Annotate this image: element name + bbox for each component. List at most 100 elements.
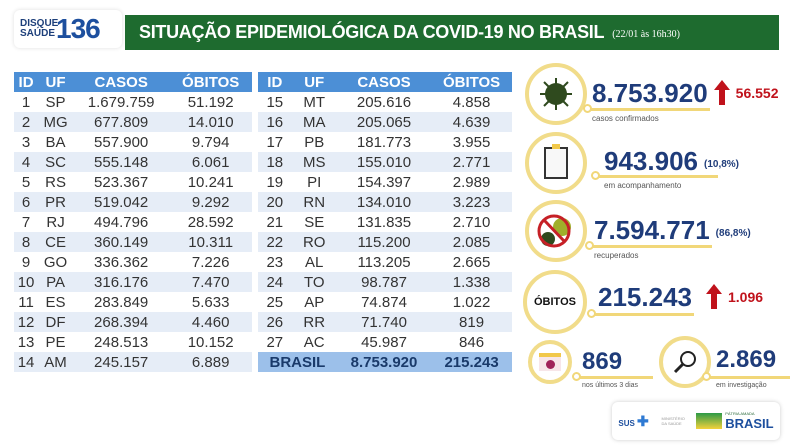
investigation-label: em investigação — [716, 382, 767, 389]
table-cell: RR — [291, 312, 337, 332]
table-cell: 268.394 — [72, 312, 170, 332]
table-cell: 25 — [266, 293, 284, 311]
table-cell: 9.794 — [191, 133, 230, 151]
table-cell: SC — [38, 152, 73, 172]
table-cell: 6.061 — [169, 152, 252, 172]
table-cell: 14.010 — [169, 112, 252, 132]
table-cell: CE — [38, 232, 73, 252]
table-row: 1 SP 1.679.759 51.192 — [14, 92, 252, 112]
table-cell: 336.362 — [94, 253, 149, 271]
table-cell: 16 — [258, 112, 292, 132]
table-row: 15 MT 205.616 4.858 — [258, 92, 512, 112]
table-cell: 20 — [258, 192, 292, 212]
table-cell: 4.460 — [169, 312, 252, 332]
investigation-value: 2.869 — [716, 346, 777, 373]
table-cell: MS — [291, 152, 337, 172]
table-cell: AL — [305, 253, 324, 271]
table-cell: 15 — [266, 93, 284, 111]
up-arrow-icon — [713, 80, 730, 106]
table-cell: 557.900 — [94, 133, 149, 151]
table-cell: 2 — [14, 112, 39, 132]
table-cell: GO — [43, 253, 68, 271]
table-cell: 5.633 — [191, 293, 230, 311]
column-header: UF — [38, 72, 73, 92]
deaths-row: 215.243 1.096 — [598, 284, 763, 310]
monitoring-row: 943.906 (10,8%) — [604, 148, 739, 174]
table-row: 24 TO 98.787 1.338 — [258, 272, 512, 292]
table-cell: 19 — [266, 173, 284, 191]
monitoring-pct: (10,8%) — [703, 158, 739, 170]
table-cell: 7.470 — [169, 272, 252, 292]
table-cell: PR — [38, 192, 73, 212]
table-cell: 2.710 — [452, 213, 491, 231]
table-cell: 17 — [266, 133, 284, 151]
up-arrow-icon — [705, 284, 722, 310]
column-header: ID — [258, 72, 292, 92]
table-row: 11 ES 283.849 5.633 — [14, 292, 252, 312]
column-header: CASOS — [72, 72, 170, 92]
table-cell: 9 — [21, 253, 31, 271]
table-cell: 181.773 — [356, 133, 412, 151]
table-cell: 22 — [258, 232, 292, 252]
table-row: 16 MA 205.065 4.639 — [258, 112, 512, 132]
table-cell: 1.679.759 — [87, 93, 155, 111]
table-cell: 131.835 — [356, 213, 412, 231]
table-cell: 9.292 — [169, 192, 252, 212]
table-row: 12 DF 268.394 4.460 — [14, 312, 252, 332]
table-cell: 205.065 — [336, 112, 432, 132]
table-cell: 3.955 — [452, 133, 491, 151]
table-row: 10 PA 316.176 7.470 — [14, 272, 252, 292]
column-header: CASOS — [336, 72, 432, 92]
table-cell: 1.338 — [431, 272, 512, 292]
table-cell: 819 — [431, 312, 512, 332]
table-cell: 6 — [14, 192, 39, 212]
last3-row: 869 — [582, 350, 622, 374]
table-cell: AP — [304, 293, 325, 311]
table-cell: 7.226 — [191, 253, 230, 271]
table-cell: 27 — [266, 333, 284, 351]
recovered-pct: (86,8%) — [715, 227, 751, 239]
table-cell: 245.157 — [72, 352, 170, 372]
sus-logo: SUS ✚ — [618, 412, 649, 429]
table-cell: SE — [304, 213, 325, 231]
table-cell: 13 — [17, 333, 35, 351]
monitoring-value: 943.906 — [604, 146, 698, 176]
table-cell: 2.989 — [452, 173, 491, 191]
table-cell: 28.592 — [187, 213, 234, 231]
table-cell: 555.148 — [72, 152, 170, 172]
table-cell: 6.889 — [169, 352, 252, 372]
table-cell: 71.740 — [336, 312, 432, 332]
table-cell: 316.176 — [72, 272, 170, 292]
table-cell: 283.849 — [94, 293, 149, 311]
states-table-left: ID UF CASOS ÓBITOS 1 SP 1.679.759 51.192 2 MG 677.… — [14, 72, 252, 372]
deaths-increase: 1.096 — [727, 289, 764, 305]
table-row: 22 RO 115.200 2.085 — [258, 232, 512, 252]
table-cell: 846 — [459, 333, 485, 351]
table-cell: 21 — [266, 213, 284, 231]
table-cell: MT — [303, 93, 326, 111]
table-row: 23 AL 113.205 2.665 — [258, 252, 512, 272]
brasil-logo: PÁTRIA AMADA BRASIL — [696, 411, 774, 431]
deaths-badge-label: ÓBITOS — [534, 296, 576, 308]
table-row: 6 PR 519.042 9.292 — [14, 192, 252, 212]
table-cell: 2.771 — [431, 152, 512, 172]
table-cell: PA — [38, 272, 73, 292]
table-row: 9 GO 336.362 7.226 — [14, 252, 252, 272]
table-cell: 115.200 — [336, 232, 432, 252]
column-header: ÓBITOS — [431, 72, 512, 92]
confirmed-row: 8.753.920 56.552 — [592, 80, 779, 106]
table-row: 2 MG 677.809 14.010 — [14, 112, 252, 132]
logo-number: 136 — [56, 13, 101, 44]
confirmed-value: 8.753.920 — [592, 78, 708, 108]
table-cell: 4.639 — [431, 112, 512, 132]
table-cell: SP — [45, 93, 66, 111]
table-cell: 98.787 — [336, 272, 432, 292]
total-cell: BRASIL — [258, 352, 337, 372]
table-row: 13 PE 248.513 10.152 — [14, 332, 252, 352]
last3-label: nos últimos 3 dias — [582, 382, 639, 389]
column-header: ÓBITOS — [169, 72, 252, 92]
table-cell: DF — [38, 312, 73, 332]
total-row: BRASIL 8.753.920 215.243 — [258, 352, 512, 372]
table-cell: TO — [291, 272, 337, 292]
table-cell: 523.367 — [94, 173, 149, 191]
